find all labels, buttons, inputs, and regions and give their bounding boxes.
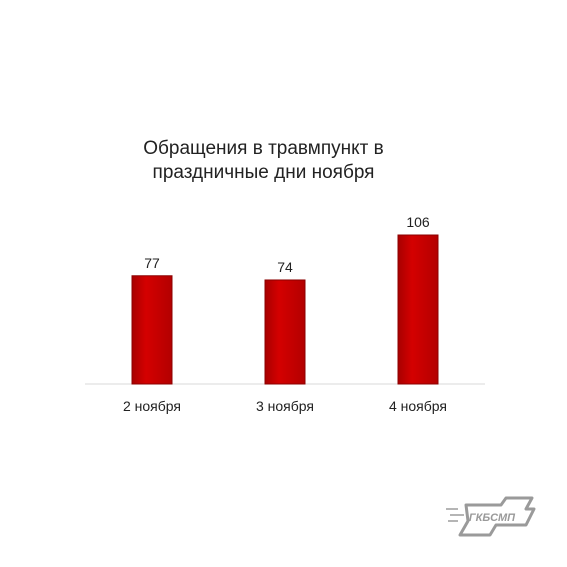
chart-title: Обращения в травмпункт в праздничные дни…	[143, 138, 384, 183]
bar-1	[131, 275, 173, 385]
data-label-1: 77	[144, 255, 160, 271]
x-tick-label-2: 3 ноября	[256, 398, 314, 414]
x-tick-label-3: 4 ноября	[389, 398, 447, 414]
logo-speed-lines	[446, 508, 464, 522]
logo-cross-shape	[458, 496, 536, 537]
data-label-2: 74	[277, 259, 293, 275]
x-tick-label-1: 2 ноября	[123, 398, 181, 414]
bar-2	[264, 279, 306, 385]
logo-text: ГКБСМП	[469, 512, 516, 524]
bar-3	[397, 234, 439, 385]
hospital-logo: ГКБСМП	[446, 496, 536, 537]
data-label-3: 106	[406, 214, 430, 230]
